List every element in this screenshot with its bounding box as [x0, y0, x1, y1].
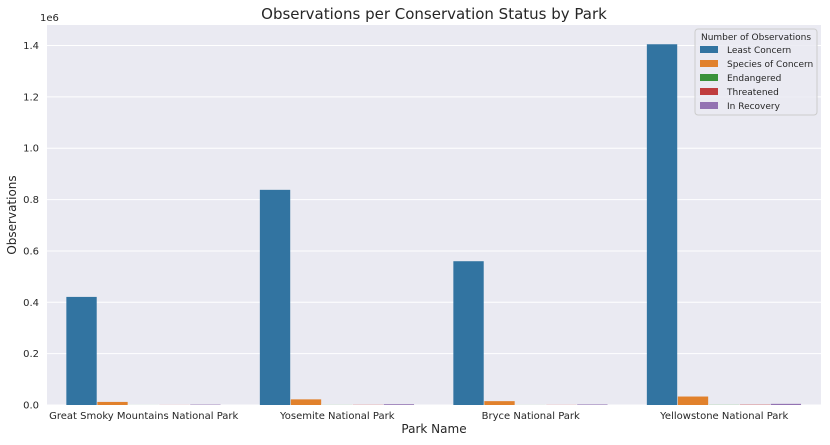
bar	[97, 402, 127, 405]
bar	[484, 401, 514, 405]
x-tick-label: Bryce National Park	[482, 411, 580, 422]
chart-title: Observations per Conservation Status by …	[261, 5, 607, 23]
y-offset-label: 1e6	[40, 13, 59, 24]
legend-title: Number of Observations	[701, 33, 811, 43]
y-tick-label: 1.4	[23, 41, 39, 52]
bar	[260, 190, 290, 405]
x-tick-label: Yosemite National Park	[279, 411, 395, 422]
legend-swatch	[700, 74, 718, 81]
y-tick-label: 0.0	[23, 401, 39, 412]
legend: Number of Observations Least Concern Spec…	[695, 29, 817, 115]
y-tick-labels: 0.0 0.2 0.4 0.6 0.8 1.0 1.2 1.4	[23, 41, 39, 411]
bar	[291, 399, 321, 405]
y-tick-label: 0.2	[23, 349, 39, 360]
legend-swatch	[700, 102, 718, 109]
legend-swatch	[700, 46, 718, 53]
bar	[384, 404, 414, 405]
x-tick-label: Great Smoky Mountains National Park	[49, 411, 238, 422]
legend-swatch	[700, 60, 718, 67]
bar	[577, 404, 607, 405]
y-axis-label: Observations	[5, 175, 19, 254]
legend-entry-label: In Recovery	[727, 102, 781, 112]
y-tick-label: 1.2	[23, 92, 39, 103]
y-tick-label: 1.0	[23, 144, 39, 155]
y-tick-label: 0.6	[23, 246, 39, 257]
bar	[771, 404, 801, 405]
legend-swatch	[700, 88, 718, 95]
legend-entry-label: Threatened	[726, 88, 779, 98]
y-tick-label: 0.4	[23, 298, 39, 309]
x-tick-label: Yellowstone National Park	[659, 411, 788, 422]
x-tick-labels: Great Smoky Mountains National Park Yosem…	[49, 411, 788, 422]
bar	[647, 44, 677, 405]
bar	[66, 297, 96, 405]
legend-entry-label: Endangered	[727, 74, 781, 84]
y-tick-label: 0.8	[23, 195, 39, 206]
legend-entry-label: Least Concern	[727, 46, 791, 56]
legend-entry-label: Species of Concern	[727, 60, 813, 70]
bar	[678, 397, 708, 405]
bar	[453, 261, 483, 405]
x-axis-label: Park Name	[401, 422, 466, 436]
